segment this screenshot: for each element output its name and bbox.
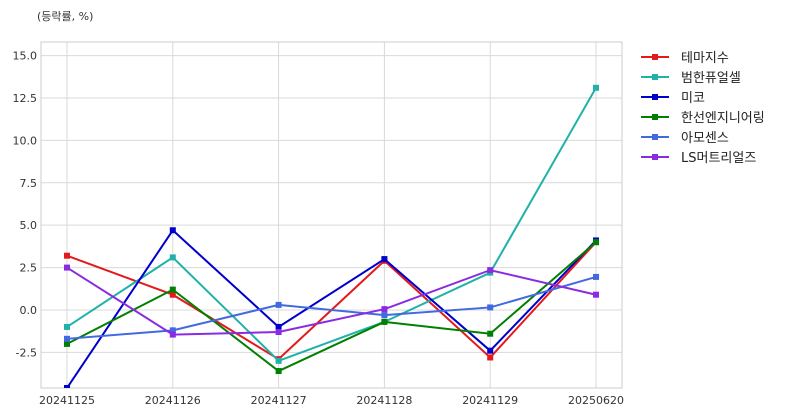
series-0 (64, 239, 599, 363)
data-point (169, 327, 176, 334)
legend-label: 범한퓨얼셀 (681, 71, 741, 86)
y-tick-label: 12.5 (13, 92, 38, 105)
data-point (487, 347, 494, 354)
data-point (275, 329, 282, 336)
legend-swatch-marker (652, 114, 658, 120)
y-tick-label: 5.0 (20, 219, 38, 232)
grid-lines (41, 42, 622, 388)
data-point (169, 286, 176, 293)
data-point (275, 368, 282, 375)
data-point (593, 291, 599, 298)
data-point (64, 385, 70, 388)
data-point (169, 227, 176, 234)
legend-swatch-marker (652, 94, 658, 100)
series-line (66, 87, 597, 363)
x-tick-label: 20241129 (462, 394, 518, 407)
legend-label: LS머트리얼즈 (681, 151, 756, 166)
x-axis: 20241125 20241126 20241127 20241128 20241129… (39, 394, 624, 407)
legend-item: 한선엔지니어링 (641, 111, 765, 126)
legend-swatch-marker (652, 134, 658, 140)
series-4 (64, 273, 599, 342)
x-tick-label: 20241128 (356, 394, 412, 407)
data-point (381, 312, 388, 319)
data-point (169, 254, 176, 261)
series-layer (64, 84, 599, 388)
data-point (593, 273, 599, 280)
data-point (275, 301, 282, 308)
y-axis: -2.5 0.0 2.5 5.0 7.5 10.0 12.5 15.0 (13, 50, 38, 360)
legend-label: 테마지수 (681, 51, 729, 66)
y-tick-label: 10.0 (13, 134, 38, 147)
y-tick-label: -2.5 (16, 346, 37, 359)
legend-item: 테마지수 (641, 51, 729, 66)
x-tick-label: 20241126 (145, 394, 201, 407)
data-point (381, 306, 388, 313)
series-line (66, 228, 597, 388)
data-point (64, 252, 70, 259)
data-point (593, 84, 599, 91)
data-point (169, 291, 176, 298)
y-tick-label: 7.5 (20, 177, 38, 190)
data-point (487, 267, 494, 274)
data-point (64, 323, 70, 330)
x-tick-label: 20241125 (39, 394, 95, 407)
legend-swatch-marker (652, 74, 658, 80)
data-point (487, 354, 494, 361)
legend-item: 아모센스 (641, 131, 729, 146)
data-point (381, 318, 388, 325)
data-point (275, 357, 282, 364)
legend-swatch-marker (652, 54, 658, 60)
y-tick-label: 0.0 (20, 304, 38, 317)
data-point (593, 239, 599, 246)
data-point (487, 304, 494, 311)
series-line (66, 275, 597, 340)
series-line (66, 241, 597, 373)
legend-item: 미코 (641, 91, 705, 106)
data-point (381, 256, 388, 263)
x-tick-label: 20250620 (568, 394, 624, 407)
legend-label: 한선엔지니어링 (681, 111, 765, 126)
y-tick-label: 2.5 (20, 262, 38, 275)
data-point (64, 264, 70, 271)
y-tick-label: 15.0 (13, 50, 38, 63)
plot-area-frame (40, 41, 623, 389)
legend-label: 미코 (681, 91, 705, 106)
legend-item: LS머트리얼즈 (641, 151, 756, 166)
series-line (66, 266, 597, 336)
unit-label: (등락률, %) (37, 10, 94, 23)
x-tick-label: 20241127 (251, 394, 307, 407)
legend-swatch-marker (652, 154, 658, 160)
legend-item: 범한퓨얼셀 (641, 71, 741, 86)
series-5 (64, 264, 599, 338)
data-point (64, 335, 70, 342)
data-point (64, 340, 70, 347)
legend-label: 아모센스 (681, 131, 729, 146)
series-3 (64, 239, 599, 375)
data-point (487, 330, 494, 337)
data-point (275, 323, 282, 330)
data-point (169, 331, 176, 338)
